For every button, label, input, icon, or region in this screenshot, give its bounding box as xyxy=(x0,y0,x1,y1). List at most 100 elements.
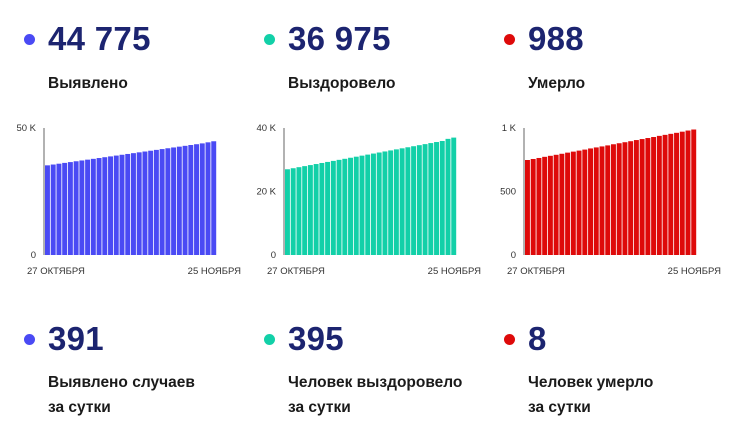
bar xyxy=(119,154,125,255)
y-tick-label: 0 xyxy=(511,250,516,261)
bar xyxy=(45,165,50,255)
y-tick-label: 0 xyxy=(31,250,36,261)
bar xyxy=(371,153,376,255)
died-total: 988 xyxy=(528,20,584,57)
bar xyxy=(685,130,691,255)
detected-daily: 391 xyxy=(48,320,104,357)
bar xyxy=(445,138,451,255)
bar xyxy=(411,146,417,255)
bar xyxy=(582,149,588,255)
y-tick-label: 20 K xyxy=(256,187,276,198)
bar xyxy=(416,145,422,255)
bar xyxy=(616,143,622,255)
bar xyxy=(96,158,102,255)
recovered-daily-dot-icon xyxy=(264,334,275,345)
bar xyxy=(108,156,113,255)
recovered-chart: 0 20 K 40 K 27 ОКТЯБРЯ 25 НОЯБРЯ xyxy=(256,123,481,277)
recovered-dot-icon xyxy=(264,34,275,45)
bar xyxy=(205,142,211,255)
detected-dot-icon xyxy=(24,34,35,45)
bar xyxy=(359,155,365,255)
bar xyxy=(428,143,434,255)
died-daily-label-1: Человек умерло xyxy=(528,374,654,391)
bar xyxy=(451,137,457,255)
bar xyxy=(159,149,165,255)
detected-daily-dot-icon xyxy=(24,334,35,345)
bar xyxy=(176,146,182,255)
bar xyxy=(67,162,73,255)
bar xyxy=(330,160,336,255)
bar xyxy=(285,169,290,255)
bar xyxy=(131,153,136,255)
x-start-label: 27 ОКТЯБРЯ xyxy=(507,266,565,277)
bar xyxy=(388,150,394,255)
y-tick-label: 0 xyxy=(271,250,276,261)
bar xyxy=(405,147,411,255)
x-end-label: 25 НОЯБРЯ xyxy=(668,266,721,277)
x-end-label: 25 НОЯБРЯ xyxy=(428,266,481,277)
bar xyxy=(136,152,142,255)
y-tick-label: 500 xyxy=(500,187,516,198)
bar xyxy=(576,150,582,255)
x-start-label: 27 ОКТЯБРЯ xyxy=(27,266,85,277)
bar xyxy=(296,167,302,255)
detected-total: 44 775 xyxy=(48,20,151,57)
bar xyxy=(662,134,668,255)
bar xyxy=(365,154,371,255)
recovered-daily-label-2: за сутки xyxy=(288,399,351,416)
bar xyxy=(165,148,171,255)
died-dot-icon xyxy=(504,34,515,45)
bar xyxy=(90,158,96,255)
detected-daily-label-1: Выявлено случаев xyxy=(48,374,195,391)
bar xyxy=(62,162,68,255)
died-chart: 0 500 1 K 27 ОКТЯБРЯ 25 НОЯБРЯ xyxy=(500,123,721,277)
bar xyxy=(153,149,159,255)
bar xyxy=(302,166,308,255)
bar xyxy=(188,145,194,255)
bar xyxy=(125,153,131,255)
bar xyxy=(599,146,605,255)
bar xyxy=(588,148,593,255)
detected-column: 44 775 Выявлено 0 50 K 27 ОКТЯБРЯ 25 НОЯБРЯ… xyxy=(0,0,241,435)
bar xyxy=(382,151,388,255)
bar xyxy=(79,160,85,255)
bar xyxy=(50,164,56,255)
recovered-label: Выздоровело xyxy=(288,75,396,92)
recovered-daily-label-1: Человек выздоровело xyxy=(288,374,463,391)
detected-daily-label-2: за сутки xyxy=(48,399,111,416)
recovered-total: 36 975 xyxy=(288,20,391,57)
bar xyxy=(536,157,542,255)
bar xyxy=(422,144,428,255)
died-daily: 8 xyxy=(528,320,547,357)
detected-chart: 0 50 K 27 ОКТЯБРЯ 25 НОЯБРЯ xyxy=(16,123,241,277)
bar xyxy=(691,129,697,255)
died-label: Умерло xyxy=(528,75,586,92)
bar xyxy=(342,158,348,255)
bar xyxy=(565,152,571,255)
bar xyxy=(319,162,325,255)
bar xyxy=(547,155,553,255)
bar xyxy=(73,161,79,255)
bar xyxy=(336,159,342,255)
bar xyxy=(307,165,313,255)
bar xyxy=(439,140,445,255)
died-daily-dot-icon xyxy=(504,334,515,345)
bar xyxy=(674,132,679,255)
bar xyxy=(313,164,319,255)
bar xyxy=(171,147,177,255)
bar xyxy=(668,133,674,255)
x-start-label: 27 ОКТЯБРЯ xyxy=(267,266,325,277)
bar xyxy=(530,158,536,255)
bar xyxy=(651,137,657,255)
bar xyxy=(325,161,331,255)
bar xyxy=(142,151,148,255)
bar xyxy=(679,131,685,255)
bar xyxy=(611,144,616,255)
bar xyxy=(199,143,205,255)
bar xyxy=(348,157,353,255)
bar xyxy=(553,154,559,255)
bar xyxy=(102,157,108,255)
bar xyxy=(645,138,651,255)
x-end-label: 25 НОЯБРЯ xyxy=(188,266,241,277)
bar xyxy=(376,152,382,255)
